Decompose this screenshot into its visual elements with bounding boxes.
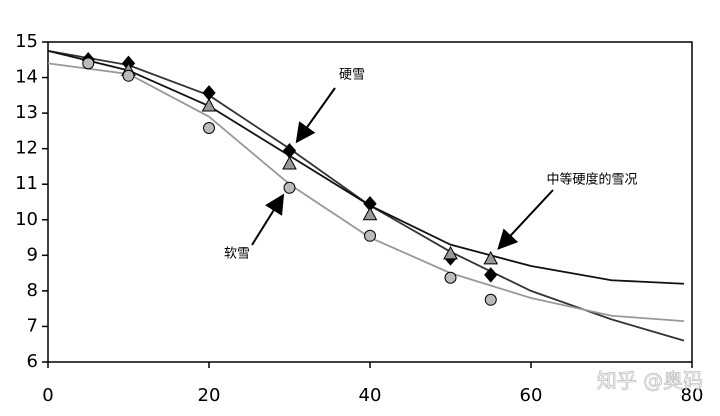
annotation-arrow xyxy=(295,87,336,144)
fit-curve xyxy=(47,62,685,323)
triangle-point xyxy=(483,250,499,265)
y-tick-label: 7 xyxy=(27,315,38,336)
triangle-point xyxy=(443,245,458,260)
y-tick-label: 10 xyxy=(15,209,38,230)
circle-point xyxy=(203,122,215,135)
circle-point xyxy=(122,69,135,82)
y-tick-label: 13 xyxy=(15,102,38,123)
x-tick-label: 60 xyxy=(520,385,543,406)
circle-point xyxy=(484,293,497,306)
y-tick-label: 8 xyxy=(27,280,38,301)
circle-point xyxy=(283,181,296,194)
y-tick-label: 14 xyxy=(15,67,38,88)
circle-point xyxy=(364,229,376,242)
y-tick-label: 12 xyxy=(15,138,38,159)
triangle-point xyxy=(362,206,378,221)
x-tick-label: 20 xyxy=(198,385,221,406)
x-tick-label: 80 xyxy=(681,385,704,406)
annotation-arrow xyxy=(251,193,285,246)
triangle-point xyxy=(282,155,297,170)
fit-curve xyxy=(47,50,684,285)
annotation: 中等硬度的雪况 xyxy=(546,172,637,188)
y-tick-label: 9 xyxy=(27,244,38,265)
fit-curve xyxy=(47,50,685,342)
annotation: 软雪 xyxy=(224,247,250,262)
triangle-point xyxy=(201,97,217,112)
annotation: 硬雪 xyxy=(339,68,365,83)
x-tick-label: 40 xyxy=(359,385,382,406)
watermark: 知乎 @奥码 xyxy=(597,369,703,393)
diamond-point xyxy=(484,267,498,283)
annotation-arrow xyxy=(497,189,554,250)
x-tick-label: 0 xyxy=(42,385,53,406)
y-tick-label: 11 xyxy=(15,173,38,194)
circle-point xyxy=(82,57,95,70)
y-tick-label: 6 xyxy=(27,351,38,372)
y-tick-label: 15 xyxy=(15,31,38,52)
circle-point xyxy=(444,271,457,284)
